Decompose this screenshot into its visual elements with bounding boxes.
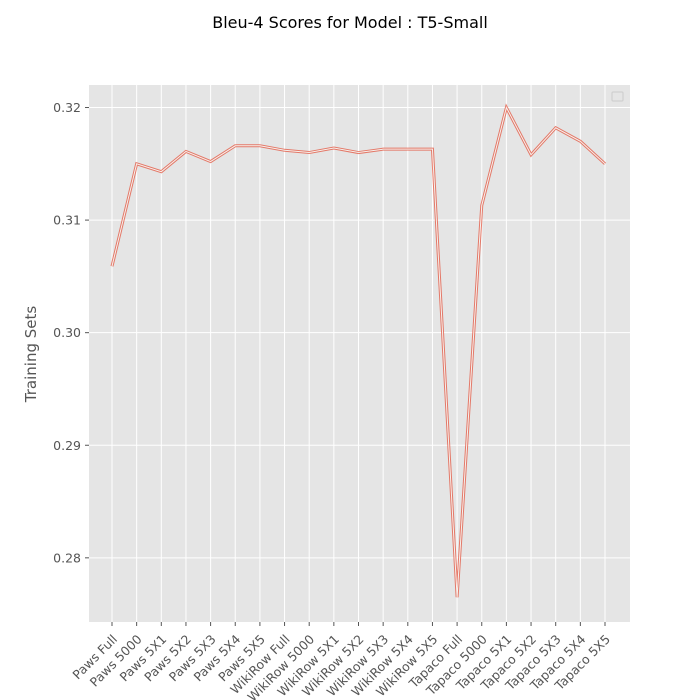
gridlines [89, 85, 630, 622]
plot-area [89, 85, 630, 622]
y-tick-label: 0.29 [53, 438, 81, 453]
y-axis-label: Training Sets [22, 306, 40, 404]
series-layer [110, 103, 607, 598]
series-line [111, 106, 606, 598]
y-tick-label: 0.30 [53, 325, 81, 340]
chart-title: Bleu-4 Scores for Model : T5-Small [212, 13, 488, 32]
legend-box [611, 91, 624, 102]
y-tick-label: 0.31 [53, 213, 81, 228]
y-tick-label: 0.28 [53, 550, 81, 565]
y-tick-label: 0.32 [53, 100, 81, 115]
y-axis: 0.28 0.29 0.30 0.31 0.32 [53, 100, 89, 565]
